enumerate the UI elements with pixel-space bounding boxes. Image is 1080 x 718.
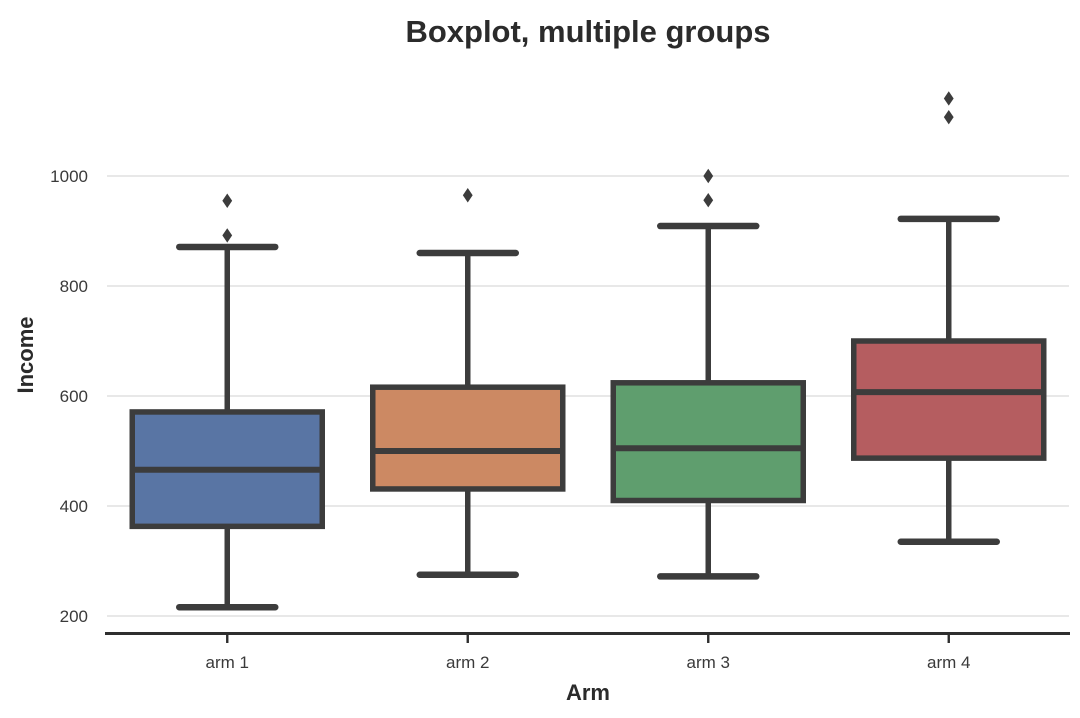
outlier-marker-arm-3 bbox=[703, 168, 714, 184]
outlier-marker-arm-2 bbox=[462, 188, 473, 203]
y-tick-label-400: 400 bbox=[60, 497, 88, 516]
y-tick-label-200: 200 bbox=[60, 607, 88, 626]
iqr-box-arm-3 bbox=[610, 380, 806, 504]
x-tick-label-arm-2: arm 2 bbox=[446, 653, 489, 672]
outlier-marker-arm-4 bbox=[943, 109, 954, 125]
x-tick-label-arm-3: arm 3 bbox=[687, 653, 730, 672]
y-axis-label: Income bbox=[13, 316, 38, 393]
y-tick-label-600: 600 bbox=[60, 387, 88, 406]
boxplot-group-arm-4 bbox=[851, 91, 1047, 545]
x-tick-label-arm-4: arm 4 bbox=[927, 653, 970, 672]
chart-title: Boxplot, multiple groups bbox=[405, 14, 770, 49]
y-tick-label-800: 800 bbox=[60, 277, 88, 296]
iqr-box-arm-4 bbox=[851, 338, 1047, 461]
plot-area: 200 400 600 800 1000 arm 1 arm 2 arm 3 arm 4 bbox=[50, 91, 1070, 672]
outlier-marker-arm-4 bbox=[943, 91, 954, 106]
iqr-box-arm-2 bbox=[370, 384, 566, 492]
x-axis-label: Arm bbox=[566, 680, 610, 705]
x-tick-label-arm-1: arm 1 bbox=[206, 653, 249, 672]
outlier-marker-arm-1 bbox=[222, 228, 233, 243]
boxplot-group-arm-3 bbox=[610, 168, 806, 580]
y-tick-label-1000: 1000 bbox=[50, 167, 88, 186]
boxplot-group-arm-1 bbox=[129, 193, 325, 611]
outlier-marker-arm-1 bbox=[222, 193, 233, 208]
outlier-marker-arm-3 bbox=[703, 193, 714, 208]
boxplot-group-arm-2 bbox=[370, 188, 566, 578]
